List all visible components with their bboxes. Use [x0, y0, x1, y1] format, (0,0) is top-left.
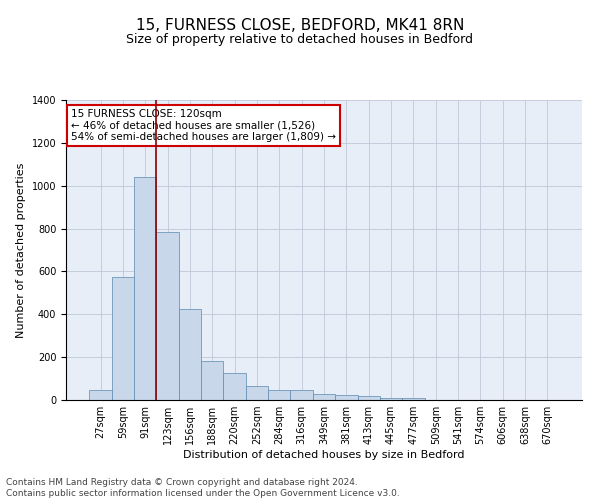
- Bar: [246, 386, 268, 400]
- Bar: [313, 394, 335, 400]
- Bar: [134, 177, 157, 400]
- Bar: [358, 396, 380, 400]
- Bar: [112, 278, 134, 400]
- X-axis label: Distribution of detached houses by size in Bedford: Distribution of detached houses by size …: [183, 450, 465, 460]
- Bar: [268, 390, 290, 400]
- Bar: [290, 390, 313, 400]
- Y-axis label: Number of detached properties: Number of detached properties: [16, 162, 26, 338]
- Bar: [335, 395, 358, 400]
- Bar: [89, 390, 112, 400]
- Text: 15, FURNESS CLOSE, BEDFORD, MK41 8RN: 15, FURNESS CLOSE, BEDFORD, MK41 8RN: [136, 18, 464, 32]
- Text: Contains HM Land Registry data © Crown copyright and database right 2024.
Contai: Contains HM Land Registry data © Crown c…: [6, 478, 400, 498]
- Bar: [201, 361, 223, 400]
- Bar: [402, 398, 425, 400]
- Bar: [179, 309, 201, 400]
- Bar: [157, 232, 179, 400]
- Text: 15 FURNESS CLOSE: 120sqm
← 46% of detached houses are smaller (1,526)
54% of sem: 15 FURNESS CLOSE: 120sqm ← 46% of detach…: [71, 109, 336, 142]
- Text: Size of property relative to detached houses in Bedford: Size of property relative to detached ho…: [127, 32, 473, 46]
- Bar: [223, 373, 246, 400]
- Bar: [380, 398, 402, 400]
